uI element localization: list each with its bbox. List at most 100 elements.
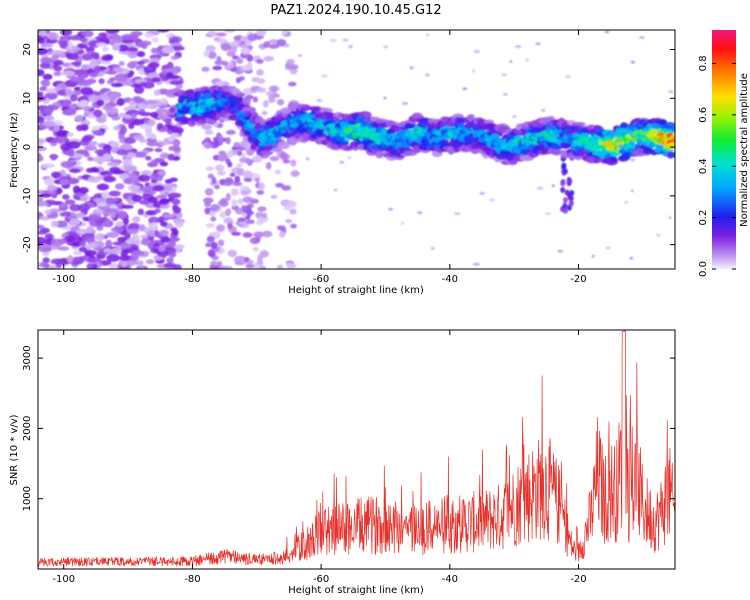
spectral-cell (66, 148, 75, 157)
y-tick-label: 1000 (22, 486, 33, 511)
spectral-cell (227, 161, 233, 168)
spectral-cell (119, 242, 132, 249)
spectral-cell (333, 188, 338, 192)
spectral-cell (100, 95, 109, 101)
spectral-cell (230, 188, 239, 196)
y-tick-label: 2000 (22, 416, 33, 441)
spectral-cell (551, 150, 562, 156)
spectral-cell (168, 251, 177, 258)
spectral-cell (256, 69, 264, 76)
spectral-cell (175, 84, 183, 89)
spectral-cell (109, 210, 116, 219)
y-tick-label: 20 (22, 43, 33, 56)
spectral-cell (430, 246, 436, 250)
spectral-cell (53, 124, 60, 132)
spectral-cell (246, 159, 255, 164)
spectral-cell (121, 39, 134, 44)
spectral-cell (568, 200, 574, 207)
spectral-cell (137, 103, 150, 108)
spectral-cell (136, 51, 146, 58)
spectral-cell (668, 216, 672, 219)
spectral-cell (225, 136, 231, 145)
spectral-cell (111, 35, 124, 44)
spectral-cell (38, 106, 45, 111)
snr-ticks (38, 330, 675, 569)
spectrogram-x-tick-labels: -100 -80 -60 -40 -20 (52, 274, 586, 285)
x-tick-label: -20 (570, 574, 586, 585)
colorbar-label: Normalized spectral amplitude (739, 73, 750, 227)
spectral-cell (133, 260, 144, 266)
spectral-cell (38, 153, 42, 162)
spectral-cell (138, 266, 146, 269)
spectral-cell (286, 262, 294, 269)
spectral-cell (243, 177, 253, 182)
spectral-cell (40, 79, 51, 87)
spectral-cell (67, 140, 81, 149)
spectral-cell (567, 178, 573, 185)
spectral-cell (138, 224, 146, 232)
spectral-cell (78, 246, 87, 253)
spectral-cell (269, 155, 280, 162)
spectral-cell (108, 262, 118, 269)
spectral-cell (339, 160, 345, 164)
spectral-cell (447, 147, 455, 155)
spectral-cell (133, 97, 146, 104)
spectral-cell (114, 221, 125, 227)
spectral-cell (128, 99, 136, 108)
spectral-cell (564, 75, 572, 79)
spectral-cell (276, 38, 287, 47)
spectral-cell (138, 68, 146, 76)
spectral-cell (40, 43, 54, 48)
spectral-cell (591, 254, 595, 258)
spectral-cell (40, 261, 48, 268)
spectral-cell (67, 255, 74, 263)
spectral-cell (86, 263, 94, 269)
spectral-cell (157, 113, 170, 120)
colorbar-tick-label: 0.4 (698, 158, 709, 174)
spectral-cell (225, 193, 231, 201)
spectral-cell (501, 73, 507, 77)
spectral-cell (250, 85, 258, 94)
spectral-cell (206, 30, 218, 37)
spectral-cell (118, 60, 125, 67)
spectral-cell (77, 203, 91, 212)
spectral-cell (490, 133, 500, 141)
spectral-cell (280, 107, 292, 114)
spectral-cell (342, 38, 349, 42)
spectral-cell (235, 208, 245, 215)
spectral-cell (261, 230, 273, 238)
spectral-cell (167, 153, 175, 161)
spectral-cell (215, 32, 227, 37)
spectral-cell (140, 170, 152, 176)
x-tick-label: -40 (442, 274, 458, 285)
spectral-cell (161, 46, 175, 54)
spectral-cell (238, 76, 246, 81)
spectral-cell (236, 58, 244, 64)
spectral-cell (96, 99, 105, 107)
spectral-cell (105, 239, 113, 248)
spectral-cell (120, 204, 134, 209)
spectral-cell (561, 162, 567, 169)
spectral-cell (265, 161, 272, 170)
spectral-cell (247, 33, 258, 42)
spectral-cell (256, 190, 265, 195)
spectral-cell (284, 62, 291, 70)
spectral-cell (61, 194, 70, 200)
spectral-cell (105, 197, 115, 203)
spectral-cell (557, 249, 564, 253)
spectral-cell (202, 93, 213, 99)
spectral-cell (117, 236, 127, 243)
spectral-cell (144, 99, 158, 105)
spectral-cell (217, 134, 224, 143)
spectral-cell (472, 262, 480, 266)
spectral-cell (101, 55, 113, 62)
spectral-cell (160, 221, 168, 227)
spectral-cell (297, 54, 302, 58)
x-tick-label: -80 (184, 574, 200, 585)
spectral-cell (226, 208, 232, 215)
spectral-cell (425, 73, 430, 77)
spectrogram-panel: -100 -80 -60 -40 -20 20 10 0 -10 -20 Height of s… (9, 29, 676, 296)
spectral-cell (118, 44, 129, 52)
spectral-cell (204, 207, 211, 215)
spectral-cell (276, 225, 286, 231)
